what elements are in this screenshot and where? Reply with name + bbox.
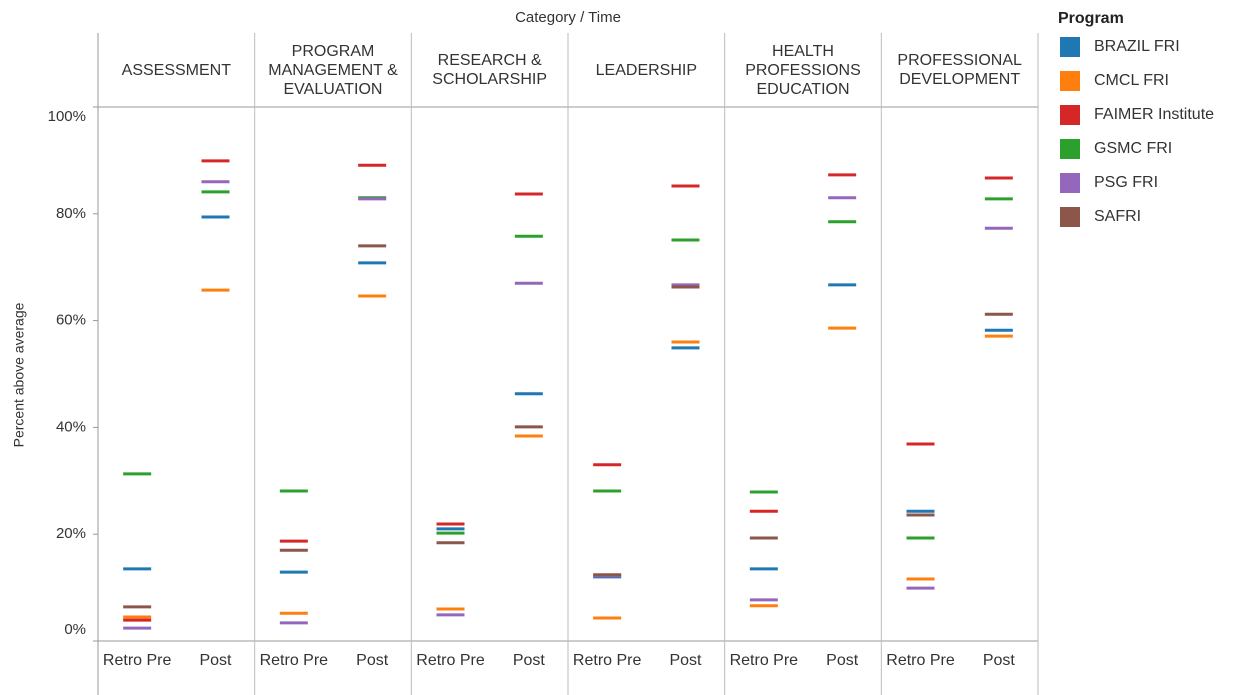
x-tick-label: Retro Pre xyxy=(572,652,642,669)
facet-label: PROGRAM MANAGEMENT & EVALUATION xyxy=(268,42,398,98)
y-axis-label: Percent above average xyxy=(11,302,27,447)
facet-label: HEALTH PROFESSIONS EDUCATION xyxy=(745,42,861,98)
legend-title: Program xyxy=(1058,10,1124,27)
x-tick-label: Post xyxy=(826,652,859,669)
facet-label: PROFESSIONAL DEVELOPMENT xyxy=(897,52,1022,88)
x-tick-label: Post xyxy=(982,652,1015,669)
x-tick-label: Post xyxy=(199,652,232,669)
y-tick-label: 80% xyxy=(56,205,86,222)
legend-label: PSG FRI xyxy=(1094,174,1158,191)
x-tick-label: Retro Pre xyxy=(259,652,329,669)
legend-swatch xyxy=(1060,173,1080,193)
x-tick-label: Retro Pre xyxy=(102,652,172,669)
legend-swatch xyxy=(1060,207,1080,227)
y-tick-label: 100% xyxy=(48,108,86,125)
legend-label: CMCL FRI xyxy=(1094,72,1169,89)
facet-label: RESEARCH & SCHOLARSHIP xyxy=(432,52,547,88)
legend-swatch xyxy=(1060,37,1080,57)
legend-label: GSMC FRI xyxy=(1094,140,1172,157)
x-tick-label: Post xyxy=(512,652,545,669)
x-tick-label: Post xyxy=(356,652,389,669)
facet-label: LEADERSHIP xyxy=(595,61,698,79)
x-tick-label: Retro Pre xyxy=(416,652,485,669)
facet-label: ASSESSMENT xyxy=(121,61,231,79)
legend-label: SAFRI xyxy=(1094,208,1141,225)
legend-label: BRAZIL FRI xyxy=(1094,38,1180,55)
y-tick-label: 60% xyxy=(56,312,86,329)
chart-title: Category / Time xyxy=(515,9,621,26)
x-tick-label: Retro Pre xyxy=(886,652,955,669)
legend-swatch xyxy=(1060,71,1080,91)
legend-swatch xyxy=(1060,139,1080,159)
y-tick-label: 40% xyxy=(56,418,86,435)
x-tick-label: Retro Pre xyxy=(729,652,799,669)
y-tick-label: 0% xyxy=(64,621,86,638)
y-tick-label: 20% xyxy=(56,525,86,542)
x-tick-label: Post xyxy=(669,652,702,669)
legend-swatch xyxy=(1060,105,1080,125)
legend-label: FAIMER Institute xyxy=(1094,106,1214,123)
